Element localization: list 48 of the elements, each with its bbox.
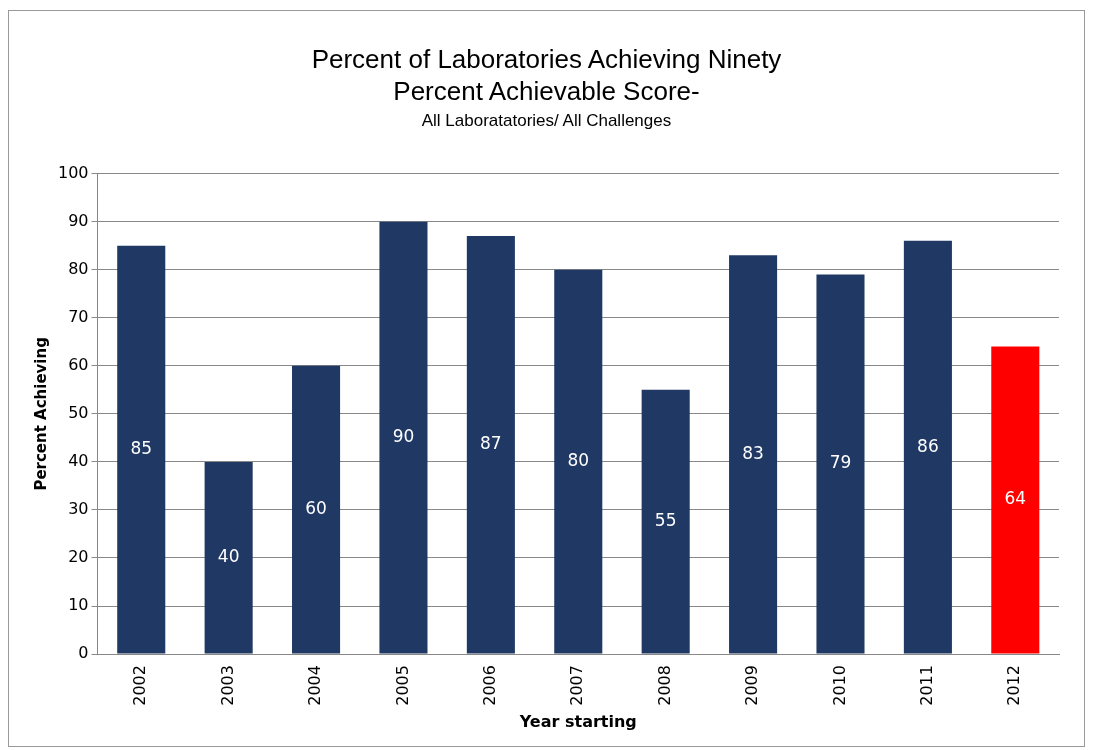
y-tick-label: 100 — [57, 162, 89, 182]
data-label: 80 — [567, 450, 590, 471]
data-label: 86 — [917, 435, 939, 456]
x-tick-label: 2005 — [392, 665, 412, 706]
bar — [379, 221, 428, 654]
y-tick-label: 30 — [68, 499, 89, 519]
x-tick-label: 2011 — [917, 665, 937, 706]
y-tick-label: 80 — [68, 258, 89, 278]
data-label: 60 — [305, 498, 327, 519]
bar — [816, 274, 865, 654]
chart-title: Percent of Laboratories Achieving Ninety Percent Achievable Score- — [311, 43, 782, 107]
y-axis-title: Percent Achieving — [31, 337, 50, 491]
x-tick-label: 2004 — [305, 665, 325, 706]
x-tick-label: 2007 — [567, 665, 587, 706]
y-tick-label: 0 — [78, 643, 89, 663]
bar — [903, 240, 952, 654]
x-tick-label: 2010 — [829, 665, 849, 706]
x-tick-label: 2006 — [480, 665, 500, 706]
data-label: 64 — [1004, 488, 1027, 509]
y-tick-label: 90 — [68, 210, 89, 230]
data-label: 40 — [217, 546, 240, 567]
x-tick-label: 2012 — [1004, 665, 1024, 706]
bar — [204, 461, 253, 654]
bar — [991, 346, 1040, 654]
data-label: 85 — [130, 438, 153, 459]
bar — [466, 236, 515, 654]
y-tick-label: 40 — [68, 451, 89, 471]
data-label: 55 — [654, 510, 677, 531]
bar — [641, 389, 690, 654]
y-tick-label: 50 — [68, 403, 89, 422]
data-label: 90 — [392, 426, 415, 447]
data-label: 87 — [480, 433, 502, 454]
x-tick-label: 2002 — [130, 665, 150, 706]
y-tick-label: 60 — [68, 354, 89, 374]
bar — [729, 255, 778, 654]
data-label: 79 — [829, 452, 852, 473]
x-tick-label: 2003 — [217, 665, 237, 706]
y-tick-label: 70 — [68, 306, 89, 326]
data-label: 83 — [742, 442, 764, 463]
chart-subtitle: All Laboratatories/ All Challenges — [420, 111, 673, 131]
x-axis-title: Year starting — [518, 711, 637, 731]
bar — [292, 365, 341, 654]
y-tick-label: 20 — [68, 547, 89, 567]
x-tick-label: 2009 — [742, 665, 762, 706]
bar — [554, 269, 603, 654]
x-tick-label: 2008 — [654, 665, 674, 706]
y-tick-label: 10 — [68, 595, 89, 615]
bar — [117, 245, 166, 654]
